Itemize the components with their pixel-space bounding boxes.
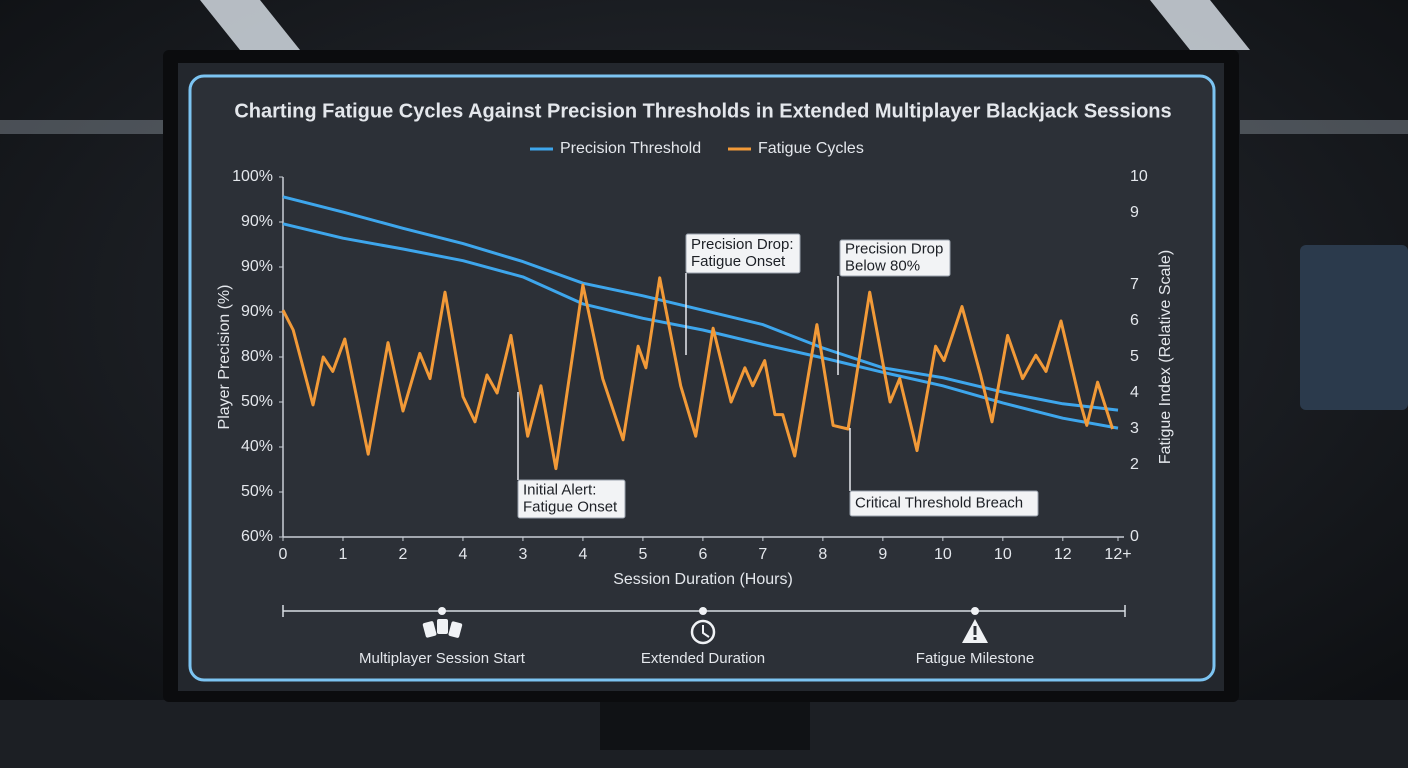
legend-label: Fatigue Cycles	[758, 140, 864, 157]
annotation-text: Precision Drop	[845, 240, 943, 257]
wall-light	[0, 120, 165, 134]
y-tick-label: 100%	[232, 168, 273, 185]
annotation-text: Fatigue Onset	[523, 498, 618, 515]
timeline-label: Fatigue Milestone	[916, 650, 1034, 667]
y2-tick-label: 0	[1130, 528, 1139, 545]
x-tick-label: 2	[399, 546, 408, 563]
annotation-box	[685, 233, 801, 274]
timeline-label: Multiplayer Session Start	[359, 650, 526, 667]
x-tick-label: 10	[934, 546, 952, 563]
x-tick-label: 9	[878, 546, 887, 563]
annotation-text: Critical Threshold Breach	[855, 494, 1023, 511]
warning-icon	[962, 619, 988, 643]
annotation-text: Precision Drop:	[691, 236, 794, 253]
wall-light	[1240, 120, 1408, 134]
x-tick-label: 6	[698, 546, 707, 563]
legend-label: Precision Threshold	[560, 140, 701, 157]
y2-axis-title: Fatigue Index (Relative Scale)	[1157, 250, 1174, 464]
chart-title: Charting Fatigue Cycles Against Precisio…	[234, 100, 1171, 122]
y2-tick-label: 9	[1130, 204, 1139, 221]
x-tick-label: 12+	[1104, 546, 1131, 563]
y-tick-label: 50%	[241, 483, 273, 500]
y2-tick-label: 4	[1130, 384, 1139, 401]
annotation-box	[839, 239, 951, 277]
background-screen	[1300, 245, 1408, 410]
y-tick-label: 90%	[241, 213, 273, 230]
x-tick-label: 5	[638, 546, 647, 563]
y2-tick-label: 10	[1130, 168, 1148, 185]
annotation-box	[517, 479, 626, 519]
y-tick-label: 90%	[241, 303, 273, 320]
timeline-dot	[699, 607, 707, 615]
x-tick-label: 3	[518, 546, 527, 563]
annotation-text: Fatigue Onset	[691, 253, 786, 270]
y-axis-title: Player Precision (%)	[216, 285, 233, 430]
clock-icon	[690, 619, 716, 645]
y-tick-label: 40%	[241, 438, 273, 455]
x-tick-label: 12	[1054, 546, 1072, 563]
timeline-label: Extended Duration	[641, 650, 765, 667]
x-tick-label: 8	[818, 546, 827, 563]
cards-icon	[422, 619, 463, 638]
y2-tick-label: 6	[1130, 312, 1139, 329]
y2-tick-label: 2	[1130, 456, 1139, 473]
x-tick-label: 0	[279, 546, 288, 563]
series-line	[282, 222, 1119, 430]
x-tick-label: 4	[459, 546, 468, 563]
y2-tick-label: 5	[1130, 348, 1139, 365]
annotation-text: Initial Alert:	[523, 481, 596, 498]
ceiling-light	[200, 0, 300, 50]
series-line	[281, 276, 1115, 471]
y2-tick-label: 3	[1130, 420, 1139, 437]
timeline-dot	[971, 607, 979, 615]
x-tick-label: 10	[994, 546, 1012, 563]
x-tick-label: 7	[758, 546, 767, 563]
ceiling-light	[1150, 0, 1250, 50]
annotation-box	[849, 490, 1039, 517]
y-tick-label: 90%	[241, 258, 273, 275]
y-tick-label: 80%	[241, 348, 273, 365]
monitor-stand	[600, 700, 810, 750]
y-tick-label: 60%	[241, 528, 273, 545]
x-tick-label: 1	[339, 546, 348, 563]
timeline-dot	[438, 607, 446, 615]
chart-panel	[188, 74, 1216, 682]
annotation-text: Below 80%	[845, 257, 920, 274]
y-tick-label: 50%	[241, 393, 273, 410]
x-axis-title: Session Duration (Hours)	[613, 571, 793, 588]
y2-tick-label: 7	[1130, 276, 1139, 293]
x-tick-label: 4	[578, 546, 587, 563]
